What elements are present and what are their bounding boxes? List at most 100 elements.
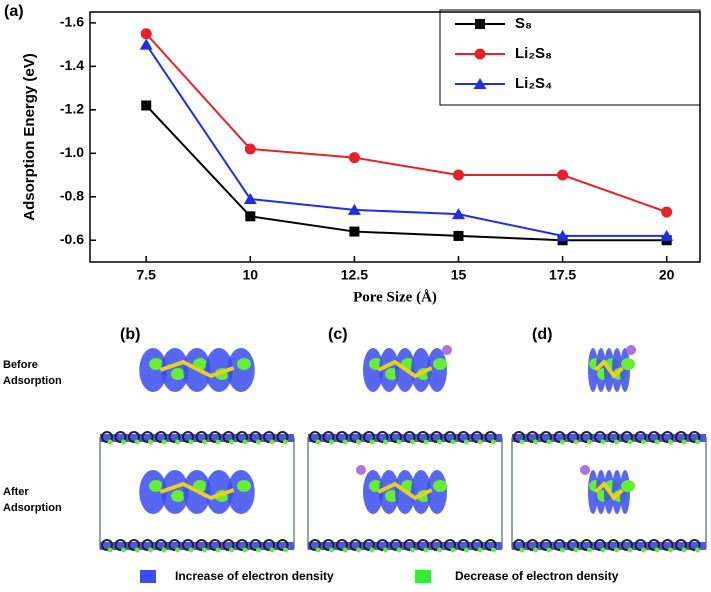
- density-decrease: [560, 439, 565, 445]
- marker: [244, 143, 256, 155]
- marker: [660, 229, 674, 241]
- carbon-atom: [594, 539, 606, 551]
- density-decrease: [410, 439, 415, 445]
- density-decrease: [533, 547, 538, 553]
- density-decrease: [573, 439, 579, 445]
- bonds: [377, 359, 433, 379]
- density-decrease: [283, 547, 288, 553]
- y-tick-label: -0.8: [60, 187, 84, 203]
- molecule: [139, 348, 255, 392]
- bonds: [159, 359, 235, 379]
- density-decrease: [121, 439, 126, 445]
- carbon-atom: [114, 539, 127, 551]
- density-decrease: [396, 439, 402, 445]
- y-axis-label: Adsorption Energy (eV): [21, 53, 38, 221]
- carbon-atom: [403, 431, 416, 443]
- marker: [453, 230, 464, 241]
- carbon-atom: [553, 539, 566, 551]
- y-tick-label: -1.2: [60, 101, 84, 117]
- bonds: [377, 481, 433, 501]
- molecule: [363, 470, 447, 514]
- panel-label: (c): [328, 326, 348, 343]
- carbon-atom: [363, 431, 375, 443]
- density-increase: [139, 470, 167, 514]
- y-tick-label: -1.6: [60, 14, 84, 30]
- row-label: Adsorption: [3, 375, 62, 387]
- carbon-atom: [688, 431, 701, 443]
- carbon-atom: [594, 431, 606, 443]
- carbon-atom: [675, 539, 687, 551]
- density-decrease: [256, 547, 261, 553]
- carbon-atom: [634, 431, 647, 443]
- carbon-atom: [688, 539, 701, 551]
- carbon-atom: [141, 431, 154, 443]
- density-decrease: [315, 547, 321, 553]
- molecule: [588, 470, 635, 514]
- density-decrease: [149, 480, 163, 492]
- carbon-atom: [457, 431, 470, 443]
- density-decrease: [621, 480, 635, 492]
- carbon-atom: [484, 431, 497, 443]
- carbon-atom: [444, 431, 456, 443]
- panel-label: (a): [4, 3, 24, 20]
- carbon-atom: [484, 539, 497, 551]
- density-decrease: [237, 358, 251, 370]
- carbon-atom: [661, 539, 674, 551]
- carbon-atom: [675, 431, 687, 443]
- y-tick-label: -1.4: [60, 57, 84, 73]
- carbon-atom: [376, 431, 389, 443]
- density-decrease: [410, 547, 415, 553]
- density-decrease: [237, 480, 251, 492]
- density-decrease: [175, 439, 180, 445]
- density-decrease: [215, 547, 221, 553]
- density-decrease: [433, 358, 447, 370]
- density-decrease: [161, 547, 167, 553]
- carbon-atom: [128, 539, 140, 551]
- density-decrease: [627, 547, 633, 553]
- density-decrease: [161, 439, 167, 445]
- density-decrease: [600, 439, 606, 445]
- molecule: [139, 470, 255, 514]
- row-label: Adsorption: [3, 502, 62, 514]
- bonds: [594, 358, 624, 380]
- carbon-atom: [580, 431, 593, 443]
- density-decrease: [587, 439, 592, 445]
- carbon-atom: [114, 431, 127, 443]
- marker: [140, 28, 152, 40]
- carbon-atom: [155, 539, 167, 551]
- legend-label: Increase of electron density: [175, 569, 334, 583]
- density-decrease: [621, 358, 635, 370]
- density-decrease: [491, 547, 496, 553]
- density-decrease: [450, 439, 456, 445]
- carbon-atom: [195, 431, 208, 443]
- density-decrease: [242, 439, 248, 445]
- density-decrease: [533, 439, 538, 445]
- x-axis-label: Pore Size (Å): [353, 289, 437, 305]
- density-decrease: [654, 439, 660, 445]
- density-decrease: [450, 547, 456, 553]
- density-increase: [227, 348, 255, 392]
- marker: [139, 38, 153, 50]
- density-decrease: [229, 439, 234, 445]
- density-decrease: [202, 439, 207, 445]
- legend-marker: [473, 78, 487, 89]
- density-decrease: [573, 547, 579, 553]
- carbon-atom: [236, 539, 248, 551]
- carbon-atom: [101, 539, 113, 551]
- density-decrease: [329, 547, 334, 553]
- carbon-atom: [263, 539, 275, 551]
- density-decrease: [587, 547, 592, 553]
- x-tick-label: 15: [451, 267, 467, 283]
- density-decrease: [546, 547, 552, 553]
- carbon-atom: [648, 431, 660, 443]
- density-decrease: [329, 439, 334, 445]
- x-tick-label: 17.5: [549, 267, 576, 283]
- li-atom: [626, 345, 636, 355]
- density-decrease: [202, 547, 207, 553]
- density-decrease: [433, 480, 447, 492]
- density-decrease: [242, 547, 248, 553]
- carbon-atom: [276, 431, 289, 443]
- marker: [347, 203, 361, 215]
- legend-swatch: [415, 570, 431, 583]
- carbon-atom: [141, 539, 154, 551]
